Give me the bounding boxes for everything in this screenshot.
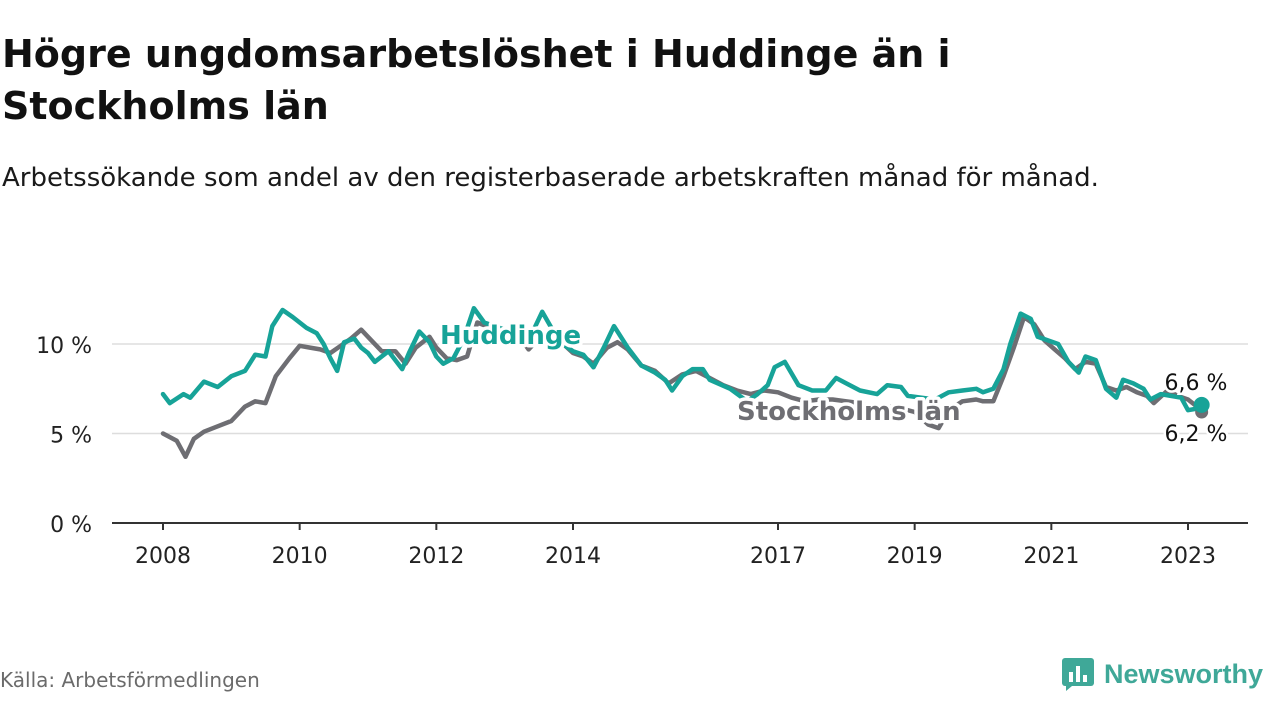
brand-logo[interactable]: Newsworthy: [1060, 654, 1263, 694]
chart-subtitle: Arbetssökande som andel av den registerb…: [2, 163, 1099, 193]
end-value-label-huddinge: 6,6 %: [1165, 371, 1228, 396]
series-layer: [160, 305, 1210, 460]
x-axis-ticks: 2008 2010 2012 2014 2017 2019 2021 2023: [135, 523, 1216, 569]
x-tick-label: 2019: [887, 544, 943, 569]
newsworthy-logo-icon: [1062, 658, 1094, 691]
x-tick-label: 2014: [545, 544, 601, 569]
y-tick-label: 0 %: [50, 513, 92, 538]
y-axis-ticks: 0 % 5 % 10 %: [36, 334, 92, 538]
series-label-huddinge: Huddinge: [440, 321, 581, 351]
end-value-label-stockholm: 6,2 %: [1165, 422, 1228, 447]
end-marker-huddinge: [1193, 396, 1210, 413]
series-line-huddinge: [160, 305, 1204, 413]
label-layer: Huddinge Stockholms län 6,6 % 6,2 %: [437, 318, 1230, 450]
x-tick-label: 2023: [1160, 544, 1216, 569]
source-credit: Källa: Arbetsförmedlingen: [0, 668, 260, 692]
series-label-stockholm: Stockholms län: [737, 397, 961, 427]
x-tick-label: 2017: [750, 544, 806, 569]
chart-title: Högre ungdomsarbetslöshet i Huddinge än …: [2, 32, 951, 128]
line-chart: 0 %5 %10 % 2008 2010 2012 2014 2017 2019 2021 2…: [36, 305, 1248, 569]
y-tick-label: 10 %: [36, 334, 92, 359]
x-tick-label: 2010: [272, 544, 328, 569]
grid-layer: [112, 343, 1248, 435]
y-tick-label: 5 %: [50, 424, 92, 449]
x-tick-label: 2012: [408, 544, 464, 569]
series-line-stockholm: [160, 314, 1204, 460]
x-tick-label: 2021: [1023, 544, 1079, 569]
x-tick-label: 2008: [135, 544, 191, 569]
brand-name: Newsworthy: [1104, 658, 1264, 689]
